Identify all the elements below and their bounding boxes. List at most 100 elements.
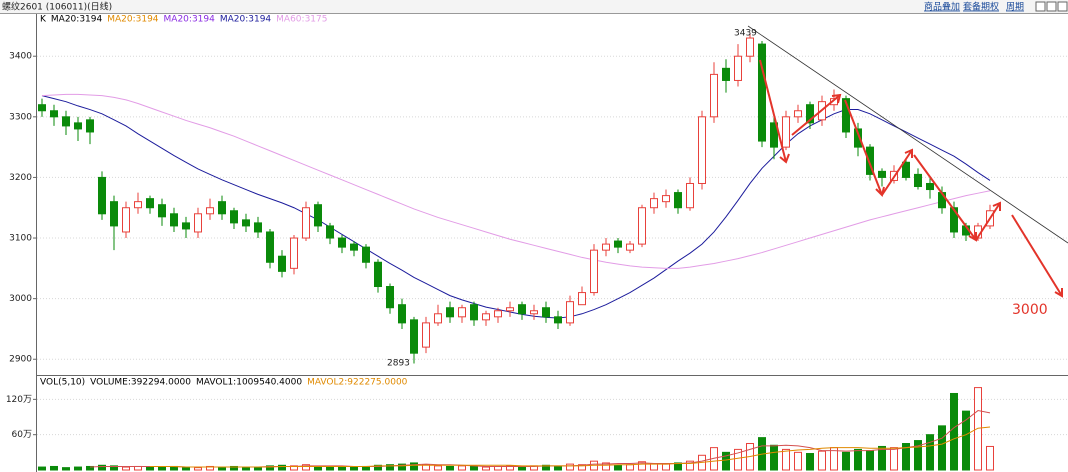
- candle-body: [206, 207, 214, 215]
- candle-body: [62, 116, 70, 127]
- candle-body: [386, 286, 394, 309]
- volume-bar: [338, 465, 346, 471]
- arrow: [975, 202, 1001, 241]
- y-tick-label: 120万: [6, 395, 32, 405]
- volume-bar: [134, 465, 142, 471]
- candle-body: [926, 182, 934, 191]
- volume-bar: [266, 465, 274, 471]
- line-series: [41, 93, 991, 269]
- volume-bar: [194, 467, 202, 471]
- candle-body: [866, 146, 874, 175]
- candle-body: [710, 73, 718, 118]
- arrow: [1011, 214, 1063, 297]
- volume-bar: [794, 451, 802, 471]
- volume-bar: [938, 425, 946, 471]
- candle-body: [38, 104, 46, 112]
- volume-bar: [74, 466, 82, 471]
- candle-body: [134, 201, 142, 209]
- volume-bar: [722, 451, 730, 471]
- volume-bar: [866, 450, 874, 471]
- arrow-head: [1054, 288, 1063, 298]
- candle-body: [350, 243, 358, 251]
- candle-body: [410, 319, 418, 354]
- arrow-head: [779, 153, 790, 164]
- legend-entry: MA20:3194: [220, 15, 272, 25]
- candle-body: [626, 243, 634, 251]
- candle-body: [50, 110, 58, 118]
- legend-entry: K: [40, 15, 47, 25]
- legend-entry: MA20:3194: [164, 15, 216, 25]
- candle-body: [398, 304, 406, 324]
- volume-bar: [578, 464, 586, 471]
- candle-body: [194, 213, 202, 233]
- volume-bar: [206, 465, 214, 471]
- volume-bar: [614, 464, 622, 471]
- candle-body: [254, 222, 262, 233]
- link[interactable]: 周期: [1006, 2, 1024, 13]
- candle-body: [158, 204, 166, 218]
- volume-bar: [734, 448, 742, 471]
- volume-bar: [458, 465, 466, 471]
- arrow: [913, 154, 977, 241]
- arrow: [881, 149, 913, 196]
- link[interactable]: 套备期权: [963, 1, 999, 13]
- volume-bar: [914, 440, 922, 471]
- button[interactable]: [1057, 1, 1068, 12]
- volume-bar: [122, 466, 130, 471]
- candle-body: [698, 116, 706, 184]
- y-tick-label: 60万: [12, 430, 32, 440]
- candle-body: [446, 307, 454, 318]
- volume-bar: [542, 464, 550, 471]
- candle-body: [290, 237, 298, 269]
- candle-body: [782, 116, 790, 148]
- link[interactable]: 商品叠加: [924, 1, 960, 13]
- volume-bar: [770, 444, 778, 471]
- volume-bar: [638, 461, 646, 471]
- candle-body: [602, 243, 610, 251]
- volume-bar: [674, 462, 682, 471]
- button[interactable]: [1035, 1, 1046, 12]
- arrows: [759, 59, 1063, 298]
- candle-body: [878, 170, 886, 178]
- candle-body: [326, 225, 334, 239]
- y-tick-label: 3400: [9, 52, 32, 62]
- arrow: [844, 99, 883, 196]
- volume-bar: [926, 434, 934, 471]
- volume-bar: [350, 466, 358, 471]
- y-tick-label: 2900: [9, 355, 32, 365]
- volume-bar: [566, 463, 574, 471]
- candle-body: [374, 261, 382, 288]
- candle-body: [518, 304, 526, 315]
- volume-bar: [602, 462, 610, 471]
- candle-body: [746, 37, 754, 57]
- candle-body: [794, 110, 802, 118]
- candle-body: [506, 307, 514, 312]
- annotation: 3000: [1012, 302, 1048, 318]
- legend-entry: VOLUME:392294.0000: [90, 378, 191, 388]
- volume-bar: [686, 460, 694, 471]
- volume-bar: [62, 467, 70, 471]
- volume-bar: [818, 450, 826, 471]
- candle-body: [842, 98, 850, 133]
- volume-bar: [290, 465, 298, 471]
- candle-body: [578, 292, 586, 306]
- candle-body: [362, 246, 370, 263]
- arrow-head: [904, 148, 913, 158]
- candle-body: [146, 198, 154, 209]
- volume-bar: [782, 448, 790, 471]
- volume-bar: [962, 410, 970, 471]
- candle-body: [170, 213, 178, 227]
- candle-body: [338, 237, 346, 248]
- legend-entry: MA20:3194: [107, 15, 159, 25]
- candle-body: [686, 182, 694, 209]
- button[interactable]: [1046, 1, 1057, 12]
- volume-bar: [854, 448, 862, 471]
- volume-bar: [398, 463, 406, 471]
- line-series: [41, 95, 991, 319]
- volume-bar: [446, 465, 454, 471]
- candle-body: [614, 240, 622, 248]
- candle-body: [218, 201, 226, 215]
- candle-body: [662, 195, 670, 203]
